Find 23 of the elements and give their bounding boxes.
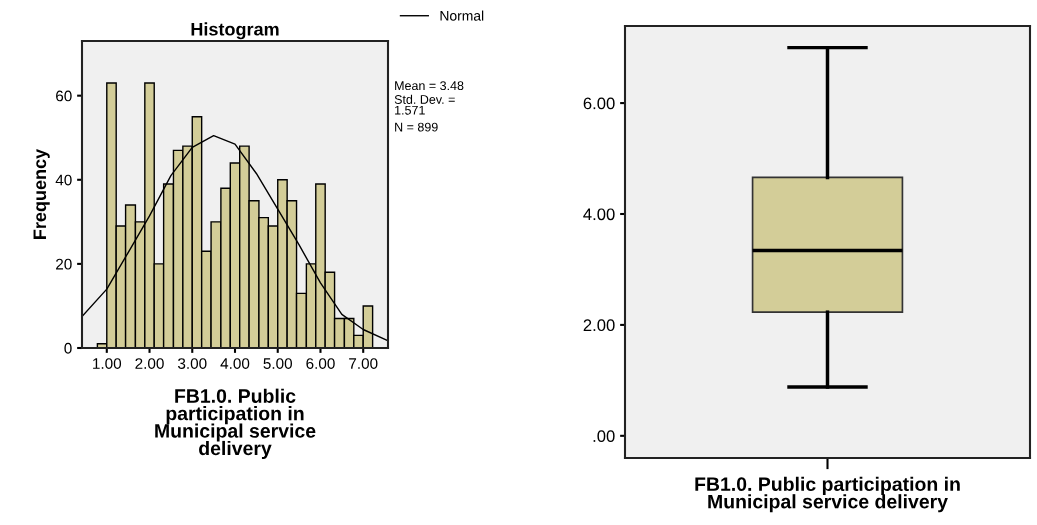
x-tick-label: 5.00 <box>263 358 293 369</box>
y-tick-label: 40 <box>55 174 72 186</box>
x-axis-title: FB1.0. Public participation in Municipal service delivery <box>155 388 316 460</box>
y-tick-label: 0 <box>64 342 72 354</box>
y-tick-label: .00 <box>593 430 615 443</box>
x-tick-label: 4.00 <box>220 358 250 369</box>
x-tick-label: 1.00 <box>93 358 122 369</box>
x-tick-label: 6.00 <box>306 358 335 369</box>
legend-label: Normal <box>440 10 484 21</box>
x-axis-title: FB1.0. Public participation in Municipal service delivery <box>695 476 960 513</box>
x-tick-label: 3.00 <box>177 358 207 369</box>
x-tick-label: 7.00 <box>349 358 378 369</box>
text: Std. Dev. = 1.571 <box>394 94 455 115</box>
chart-title: Histogram <box>191 22 279 40</box>
y-tick-label: 60 <box>56 90 72 102</box>
text: N = 899 <box>395 122 438 132</box>
x-tick-label: 2.00 <box>135 358 164 369</box>
y-axis-title: Frequency <box>33 148 50 239</box>
y-tick-label: 6.00 <box>583 97 615 110</box>
text: Mean = 3.48 <box>395 81 464 91</box>
y-tick-label: 4.00 <box>583 208 615 221</box>
y-tick-label: 2.00 <box>583 319 615 332</box>
y-tick-label: 20 <box>56 258 72 270</box>
